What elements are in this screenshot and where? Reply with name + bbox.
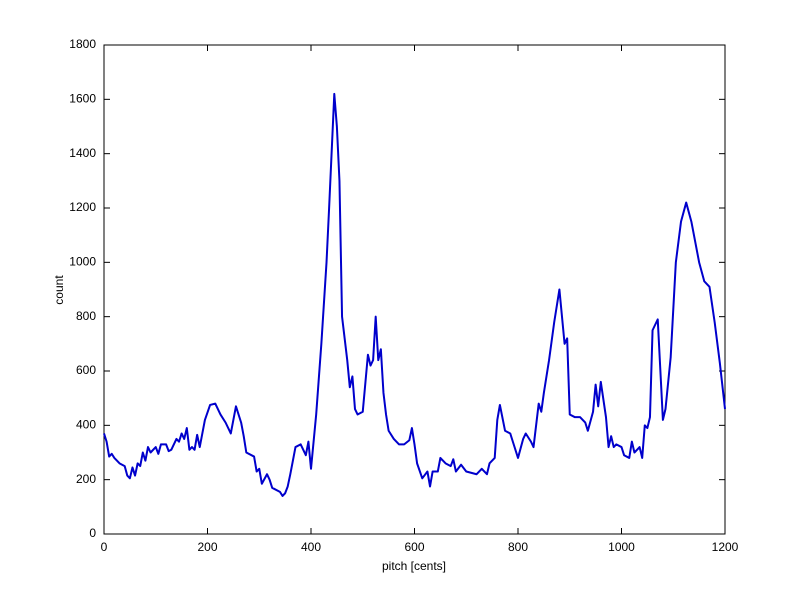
y-tick-label: 400 bbox=[76, 418, 96, 432]
y-tick-label: 800 bbox=[76, 309, 96, 323]
y-axis-label: count bbox=[52, 275, 66, 305]
x-tick-label: 1000 bbox=[608, 540, 635, 554]
y-tick-label: 0 bbox=[89, 526, 96, 540]
x-tick-label: 1200 bbox=[712, 540, 739, 554]
x-tick-label: 600 bbox=[404, 540, 424, 554]
x-tick-label: 400 bbox=[301, 540, 321, 554]
x-tick-label: 0 bbox=[101, 540, 108, 554]
y-tick-label: 200 bbox=[76, 472, 96, 486]
y-tick-label: 1200 bbox=[69, 200, 96, 214]
y-tick-label: 600 bbox=[76, 363, 96, 377]
data-line bbox=[103, 92, 726, 497]
x-tick-label: 200 bbox=[197, 540, 217, 554]
y-tick-label: 1800 bbox=[69, 37, 96, 51]
y-tick-label: 1000 bbox=[69, 255, 96, 269]
x-tick-label: 800 bbox=[508, 540, 528, 554]
x-axis-label: pitch [cents] bbox=[382, 559, 446, 573]
y-tick-label: 1600 bbox=[69, 92, 96, 106]
y-tick-label: 1400 bbox=[69, 146, 96, 160]
